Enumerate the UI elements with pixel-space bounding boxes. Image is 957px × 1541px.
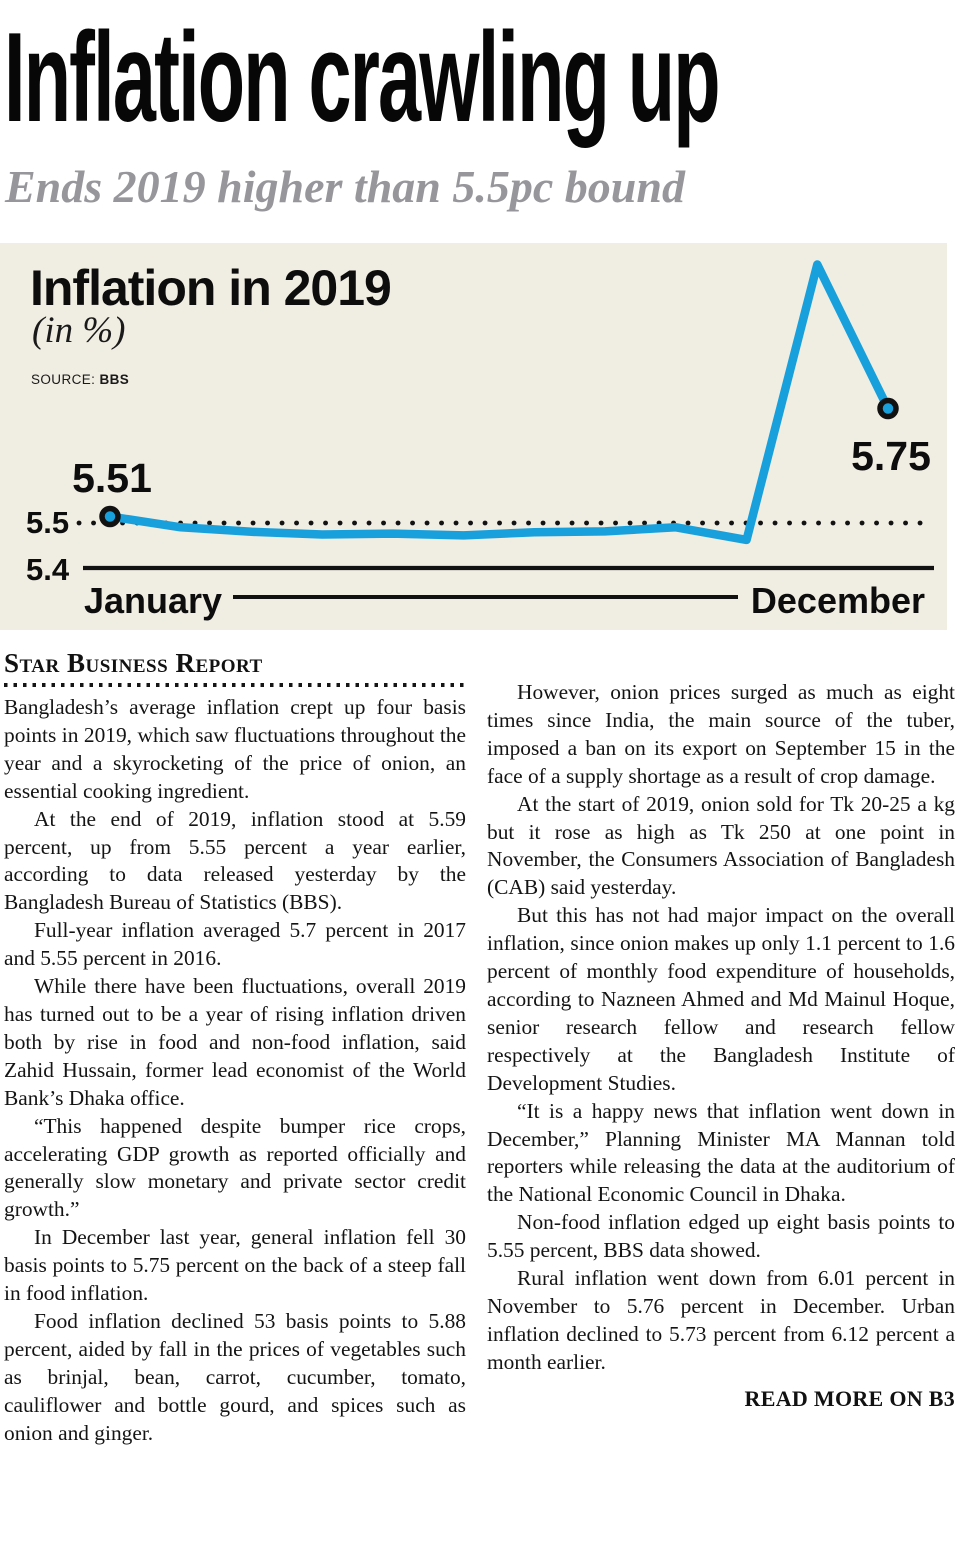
byline-dotted-rule — [4, 683, 466, 687]
article-paragraph: However, onion prices surged as much as … — [487, 680, 955, 788]
article-paragraph: “This happened despite bumper rice crops… — [4, 1113, 466, 1222]
read-more-note: READ MORE ON B3 — [744, 1385, 955, 1411]
source-label: SOURCE: — [31, 372, 96, 387]
chart-title: Inflation in 2019 — [30, 260, 392, 316]
january-value-label: 5.51 — [72, 455, 152, 501]
x-axis-label-december: December — [750, 580, 925, 621]
article-column-right: However, onion prices surged as much as … — [487, 648, 955, 1412]
article-paragraphs-right: However, onion prices surged as much as … — [487, 648, 955, 1377]
y-axis-tick-5-4: 5.4 — [26, 552, 70, 587]
article-paragraph: Rural inflation went down from 6.01 perc… — [487, 1266, 955, 1374]
december-value-label: 5.75 — [851, 433, 931, 479]
line-chart-canvas — [76, 260, 937, 571]
subtitle: Ends 2019 higher than 5.5pc bound — [5, 161, 685, 212]
inflation-chart-panel: Inflation in 2019 (in %) SOURCE: BBS 5.5… — [0, 243, 947, 630]
article-paragraph: At the start of 2019, onion sold for Tk … — [487, 791, 955, 900]
headline: Inflation crawling up — [4, 14, 957, 141]
article-paragraph: But this has not had major impact on the… — [487, 903, 955, 1095]
article-paragraph: Non-food inflation edged up eight basis … — [487, 1210, 955, 1263]
chart-source: SOURCE: BBS — [31, 372, 129, 387]
article-paragraph: Full-year inflation averaged 5.7 percent… — [4, 918, 466, 971]
headline-text: Inflation crawling up — [4, 6, 721, 148]
article-paragraph: “It is a happy news that inflation went … — [487, 1098, 955, 1207]
article-paragraph: At the end of 2019, inflation stood at 5… — [4, 806, 466, 915]
article-paragraph: While there have been fluctuations, over… — [4, 974, 466, 1110]
x-axis-label-january: January — [84, 580, 223, 621]
article-column-left: Star Business Report Bangladesh’s averag… — [4, 648, 466, 1447]
y-axis-tick-5-5: 5.5 — [26, 505, 70, 540]
x-axis-divider-line — [233, 595, 738, 599]
source-value: BBS — [99, 372, 130, 387]
article-paragraphs-left: Bangladesh’s average inflation crept up … — [4, 694, 466, 1447]
article-paragraph: Food inflation declined 53 basis points … — [4, 1308, 466, 1445]
article-paragraph: Bangladesh’s average inflation crept up … — [4, 695, 466, 803]
byline: Star Business Report — [4, 648, 263, 678]
chart-unit-label: (in %) — [32, 310, 126, 351]
article-paragraph: In December last year, general inflation… — [4, 1225, 466, 1306]
